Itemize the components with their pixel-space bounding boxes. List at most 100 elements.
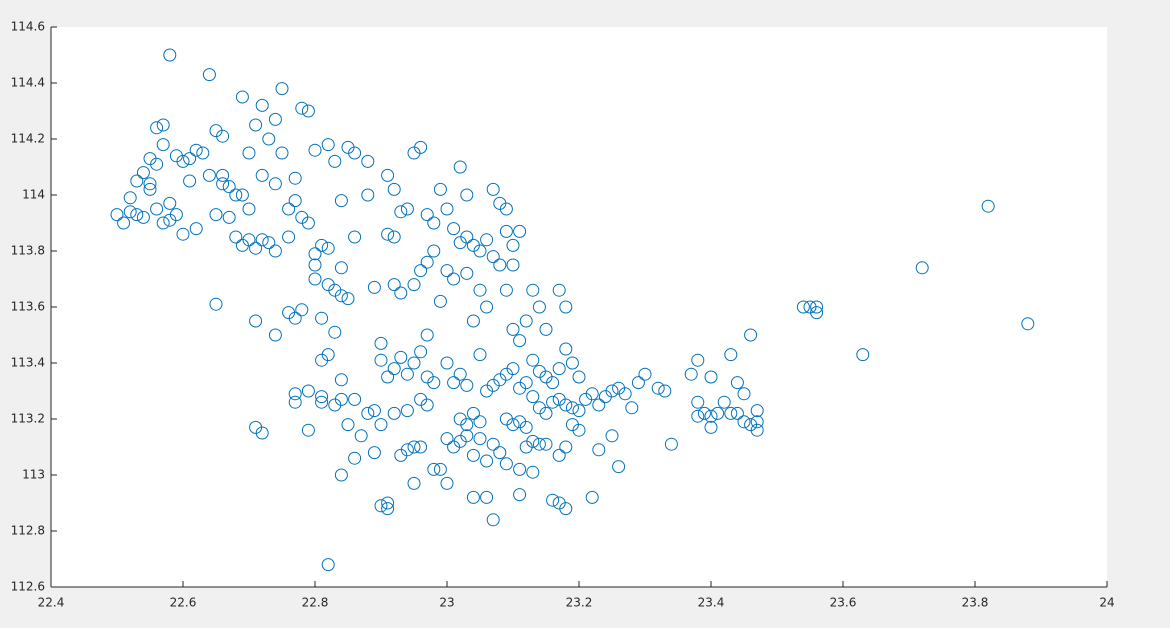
point — [268, 244, 282, 258]
point — [387, 182, 401, 196]
point — [268, 177, 282, 191]
point — [486, 250, 500, 264]
point — [308, 258, 322, 272]
point — [532, 300, 546, 314]
point — [321, 138, 335, 152]
point — [222, 210, 236, 224]
x-tick-label: 23 — [439, 596, 454, 610]
point — [209, 297, 223, 311]
point — [631, 376, 645, 390]
point — [407, 476, 421, 490]
point — [585, 490, 599, 504]
point — [526, 434, 540, 448]
point — [486, 182, 500, 196]
point — [559, 440, 573, 454]
point — [374, 418, 388, 432]
point — [367, 404, 381, 418]
point — [750, 423, 764, 437]
point — [453, 160, 467, 174]
point — [625, 401, 639, 415]
point — [460, 266, 474, 280]
point — [684, 367, 698, 381]
point — [526, 390, 540, 404]
point — [321, 558, 335, 572]
point — [460, 418, 474, 432]
point — [612, 460, 626, 474]
point — [506, 322, 520, 336]
point — [334, 392, 348, 406]
point — [526, 353, 540, 367]
point — [618, 387, 632, 401]
point — [348, 451, 362, 465]
point — [737, 415, 751, 429]
point — [143, 177, 157, 191]
point — [268, 328, 282, 342]
point — [559, 300, 573, 314]
point — [367, 446, 381, 460]
point — [143, 182, 157, 196]
point — [150, 202, 164, 216]
point — [381, 370, 395, 384]
point — [136, 210, 150, 224]
point — [915, 261, 929, 275]
point — [288, 387, 302, 401]
point — [216, 129, 230, 143]
point — [315, 311, 329, 325]
point — [374, 336, 388, 350]
point — [532, 437, 546, 451]
y-tick-label: 113.4 — [11, 356, 45, 370]
point — [361, 406, 375, 420]
point — [473, 244, 487, 258]
point — [387, 278, 401, 292]
point — [367, 280, 381, 294]
point — [400, 367, 414, 381]
point — [433, 294, 447, 308]
point — [466, 448, 480, 462]
point — [361, 154, 375, 168]
y-tick-label: 114.4 — [11, 76, 45, 90]
point — [110, 208, 124, 222]
point — [400, 404, 414, 418]
point — [704, 370, 718, 384]
point — [691, 395, 705, 409]
point — [348, 146, 362, 160]
point — [592, 443, 606, 457]
x-tick-label: 23.8 — [962, 596, 989, 610]
point — [407, 440, 421, 454]
point — [513, 224, 527, 238]
point — [334, 261, 348, 275]
point — [539, 437, 553, 451]
point — [546, 493, 560, 507]
x-tick-label: 22.8 — [302, 596, 329, 610]
point — [255, 426, 269, 440]
point — [163, 196, 177, 210]
point — [387, 362, 401, 376]
point — [466, 314, 480, 328]
point — [328, 154, 342, 168]
point — [480, 490, 494, 504]
point — [513, 488, 527, 502]
point — [163, 48, 177, 62]
point — [572, 404, 586, 418]
point — [282, 230, 296, 244]
point — [202, 68, 216, 82]
point — [466, 490, 480, 504]
point — [572, 370, 586, 384]
point — [196, 146, 210, 160]
point — [506, 238, 520, 252]
point — [156, 138, 170, 152]
point — [249, 314, 263, 328]
point — [453, 367, 467, 381]
point — [427, 244, 441, 258]
point — [499, 224, 513, 238]
point — [202, 168, 216, 182]
y-tick-label: 113.6 — [11, 300, 45, 314]
point — [117, 216, 131, 230]
point — [506, 362, 520, 376]
x-tick-label: 23.6 — [830, 596, 857, 610]
point — [381, 496, 395, 510]
point — [407, 356, 421, 370]
point — [334, 194, 348, 208]
point — [414, 440, 428, 454]
point — [242, 146, 256, 160]
